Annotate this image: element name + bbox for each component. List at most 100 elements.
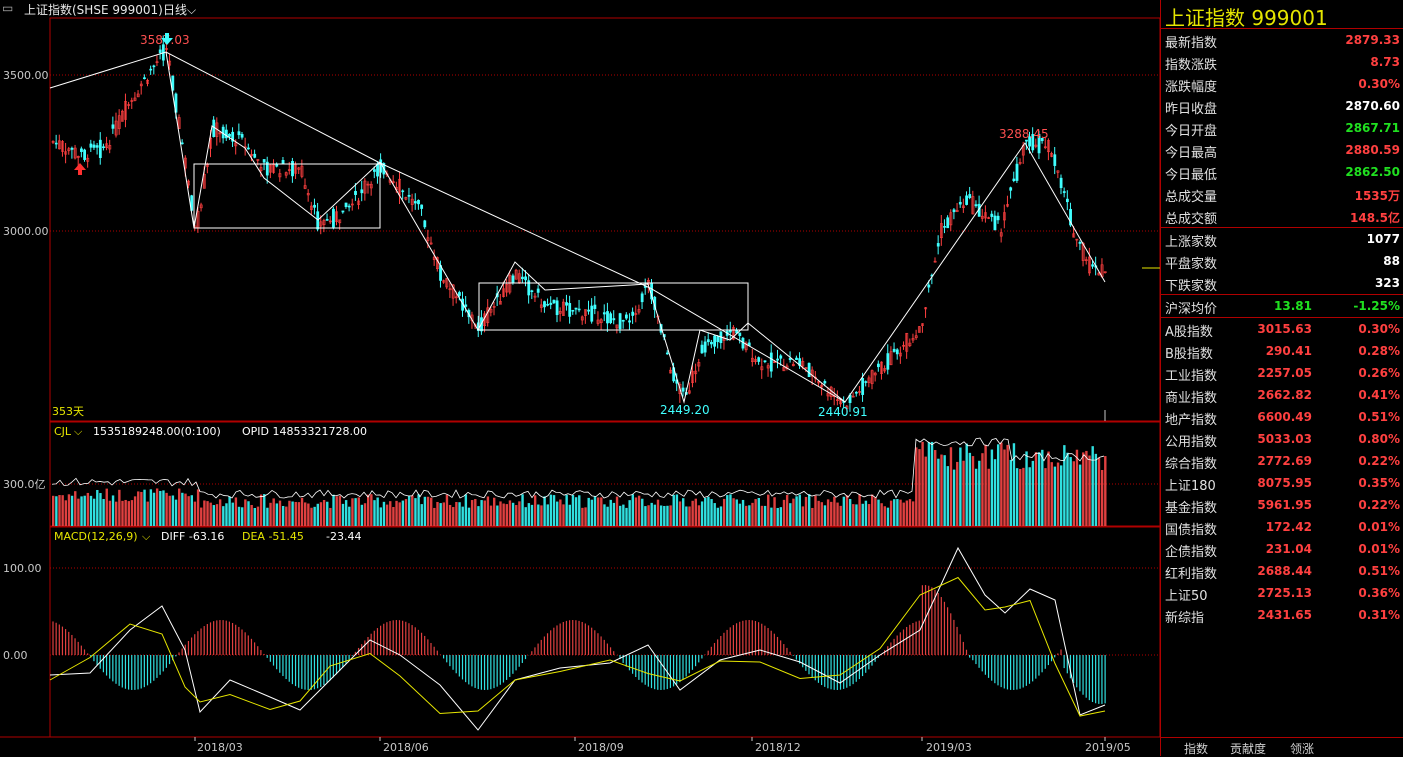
volume-bar <box>804 496 808 526</box>
index-row[interactable]: 基金指数 5961.95 0.22% <box>1161 494 1403 516</box>
index-row[interactable]: 综合指数 2772.69 0.22% <box>1161 450 1403 472</box>
candle-body <box>1069 208 1072 226</box>
candle-body <box>716 336 720 343</box>
index-value: 5961.95 <box>1257 498 1312 512</box>
chevron-down-icon[interactable]: ⌵ <box>142 530 151 543</box>
candle-body <box>710 341 713 345</box>
volume-bar <box>845 495 849 526</box>
volume-bar <box>363 503 367 526</box>
volume-bar <box>694 498 697 526</box>
candle-body <box>1031 134 1035 151</box>
candle-body <box>851 395 855 398</box>
candle-body <box>927 284 931 288</box>
macd-indicator-name[interactable]: MACD(12,26,9) <box>54 530 138 543</box>
x-label: 2018/09 <box>578 741 624 754</box>
quote-value: 148.5亿 <box>1350 211 1400 225</box>
candle-body <box>933 260 937 263</box>
volume-bar <box>178 488 181 526</box>
candle-body <box>372 169 376 172</box>
chevron-down-icon[interactable]: ⌵ <box>74 425 83 438</box>
volume-bar <box>530 504 534 526</box>
candle-body <box>621 320 625 322</box>
index-row[interactable]: 新综指 2431.65 0.31% <box>1161 604 1403 626</box>
candle-body <box>309 205 313 210</box>
candle-body <box>51 141 55 143</box>
quote-value: 0.30% <box>1358 77 1400 91</box>
index-row[interactable]: 工业指数 2257.05 0.26% <box>1161 362 1403 384</box>
candle-body <box>184 157 187 169</box>
annotation-high2: 3288.45 <box>999 127 1049 141</box>
volume-bar <box>448 504 452 526</box>
macd-y-tick-100: 100.00 <box>3 562 42 575</box>
index-row[interactable]: 上证50 2725.13 0.36% <box>1161 582 1403 604</box>
volume-bar <box>956 461 959 526</box>
quote-label: 今日开盘 <box>1165 124 1218 139</box>
kline-pane-frame <box>49 17 1160 422</box>
index-row[interactable]: 地产指数 6600.49 0.51% <box>1161 406 1403 428</box>
volume-bar <box>168 495 171 526</box>
index-row[interactable]: 商业指数 2662.82 0.41% <box>1161 384 1403 406</box>
volume-bar <box>505 504 508 526</box>
volume-bar <box>1041 449 1044 526</box>
candle-body <box>602 312 606 315</box>
candle-body <box>67 148 71 152</box>
index-row[interactable]: 公用指数 5033.03 0.80% <box>1161 428 1403 450</box>
index-value: 8075.95 <box>1257 476 1312 490</box>
volume-bar <box>546 504 549 526</box>
volume-bar <box>940 454 943 526</box>
index-value: 6600.49 <box>1257 410 1312 424</box>
volume-bar <box>1044 468 1047 526</box>
index-row[interactable]: 上证180 8075.95 0.35% <box>1161 472 1403 494</box>
index-row[interactable]: B股指数 290.41 0.28% <box>1161 340 1403 362</box>
volume-bar <box>921 441 924 526</box>
candle-body <box>297 167 301 170</box>
tab-contribution[interactable]: 贡献度 <box>1230 742 1267 756</box>
candle-body <box>558 311 562 314</box>
tab-index[interactable]: 指数 <box>1184 742 1209 756</box>
volume-bar <box>335 496 338 526</box>
volume-indicator-name[interactable]: CJL <box>54 425 72 438</box>
volume-bar <box>1047 451 1050 526</box>
volume-bar <box>316 503 319 526</box>
index-row[interactable]: A股指数 3015.63 0.30% <box>1161 318 1403 340</box>
candle-body <box>791 363 795 367</box>
index-pct: 0.35% <box>1358 476 1400 490</box>
tab-leaders[interactable]: 领涨 <box>1290 742 1315 756</box>
index-pct: 0.01% <box>1358 542 1400 556</box>
candle-body <box>262 159 266 163</box>
candle-body <box>946 217 950 229</box>
volume-bar <box>52 495 55 526</box>
period-selector[interactable]: 日线⌵ <box>163 1 196 18</box>
volume-bar <box>256 506 260 526</box>
index-pct: 0.51% <box>1358 564 1400 578</box>
candle-body <box>858 391 861 393</box>
candle-body <box>212 119 216 137</box>
window-icon[interactable]: ▭ <box>2 1 14 15</box>
candle-body <box>149 68 153 71</box>
x-label: 2018/12 <box>755 741 801 754</box>
index-row[interactable]: 企债指数 231.04 0.01% <box>1161 538 1403 560</box>
volume-bar <box>628 500 631 526</box>
volume-bar <box>187 496 190 526</box>
candle-body <box>303 185 307 189</box>
chart-area[interactable]: 3500.00 3000.00 3587.03 2449.20 2440.91 … <box>0 0 1160 756</box>
index-pct: 0.31% <box>1358 608 1400 622</box>
candle-body <box>165 48 168 50</box>
candle-body <box>117 115 121 129</box>
volume-bar <box>726 495 729 526</box>
index-row[interactable]: 红利指数 2688.44 0.51% <box>1161 560 1403 582</box>
volume-bar <box>127 501 130 526</box>
volume-bar <box>77 498 80 526</box>
chevron-down-icon: ⌵ <box>187 3 197 17</box>
volume-bar <box>398 502 401 526</box>
candle-body <box>895 349 899 355</box>
volume-bar <box>905 500 909 526</box>
volume-bar <box>1097 457 1101 526</box>
volume-bar <box>1009 459 1012 526</box>
candle-body <box>861 378 865 395</box>
index-row[interactable]: 国债指数 172.42 0.01% <box>1161 516 1403 538</box>
volume-bar <box>360 504 364 526</box>
candle-body <box>1034 144 1038 147</box>
candle-body <box>609 313 613 324</box>
candle-body <box>691 371 694 383</box>
